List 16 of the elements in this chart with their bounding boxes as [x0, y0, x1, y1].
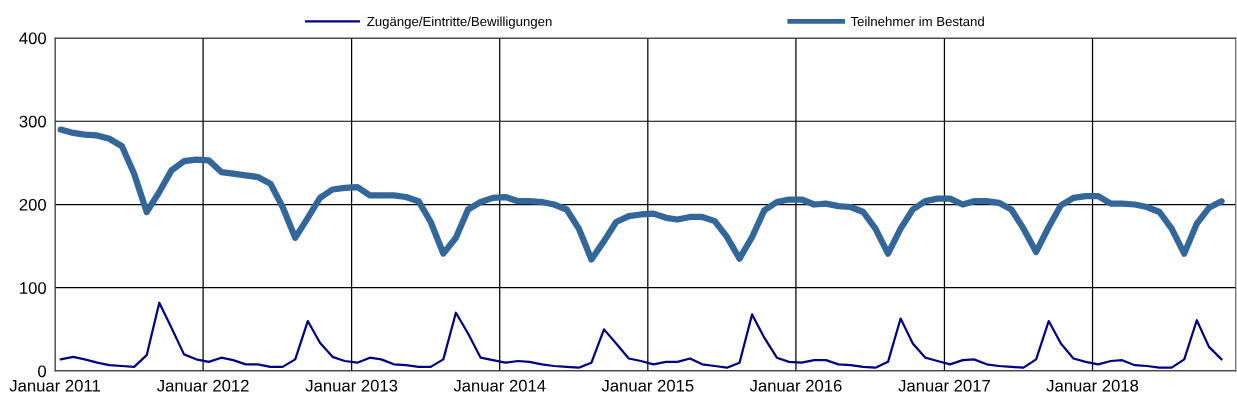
x-tick-label: Januar 2016 — [749, 379, 842, 392]
x-tick-label: Januar 2012 — [157, 379, 249, 392]
legend-label: Teilnehmer im Bestand — [850, 16, 984, 27]
x-tick-label: Januar 2011 — [9, 379, 100, 392]
y-tick-label: 100 — [20, 282, 47, 294]
x-tick-label: Januar 2017 — [898, 379, 990, 392]
y-tick-label: 200 — [19, 198, 47, 211]
legend-label: Zugänge/Eintritte/Bewilligungen — [367, 16, 552, 29]
x-tick-label: Januar 2018 — [1046, 379, 1139, 392]
x-tick-label: Januar 2015 — [601, 379, 694, 392]
y-tick-label: 0 — [38, 365, 47, 378]
line-series — [59, 301, 1223, 369]
x-tick-label: Januar 2014 — [453, 379, 546, 392]
x-tick-label: Januar 2013 — [305, 379, 398, 392]
y-tick-label: 400 — [19, 32, 47, 45]
y-tick-label: 300 — [19, 115, 47, 128]
